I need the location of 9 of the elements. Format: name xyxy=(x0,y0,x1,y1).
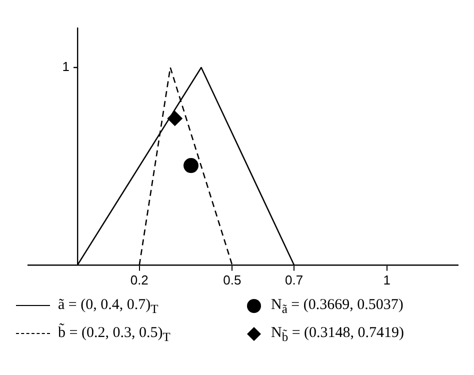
x-tick-label: 0.2 xyxy=(130,272,148,288)
x-tick-label: 1 xyxy=(383,272,390,288)
legend-label: b̃ = (0.2, 0.3, 0.5)$_{T}$ xyxy=(58,325,170,344)
legend-label: ã = (0, 0.4, 0.7)$_{T}$ xyxy=(58,297,158,316)
legend-label: N$_{ã}$ = (0.3669, 0.5037) xyxy=(271,297,404,316)
x-tick-label: 0.5 xyxy=(223,272,242,288)
annotation: 1 xyxy=(62,59,70,74)
legend-label: N$_{b̃}$ = (0.3148, 0.7419) xyxy=(271,325,404,344)
x-tick-label: 0.7 xyxy=(285,272,304,288)
